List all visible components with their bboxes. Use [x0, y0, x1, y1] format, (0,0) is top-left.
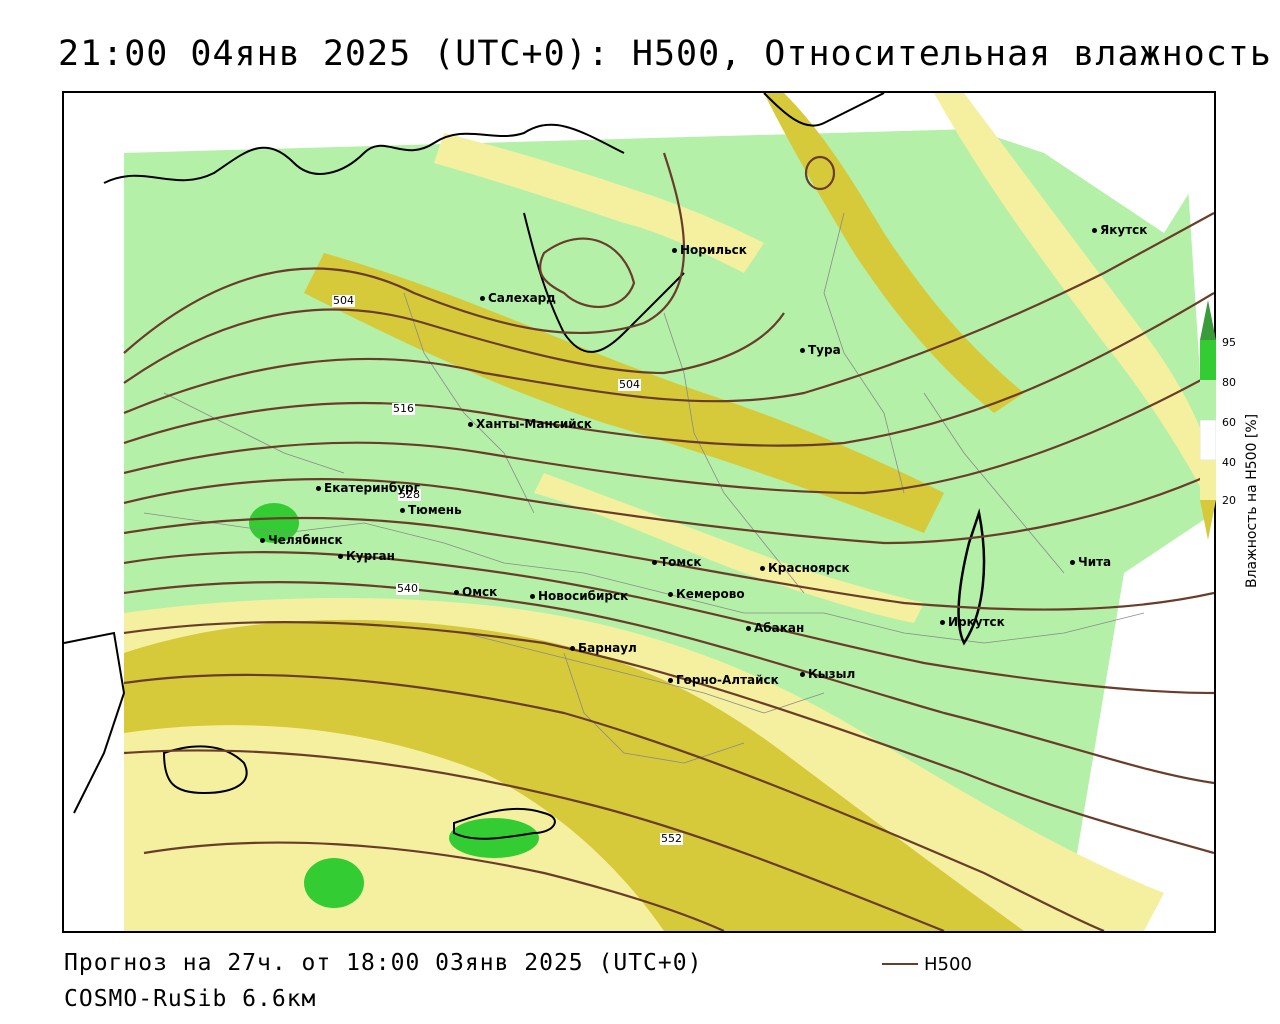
city-marker-icon [672, 248, 677, 253]
city-marker-icon [530, 594, 535, 599]
contour-label-516: 516 [392, 402, 415, 415]
city-marker-icon [316, 486, 321, 491]
city-marker-icon [800, 672, 805, 677]
region-boundaries [143, 212, 1145, 764]
coastline [64, 93, 986, 840]
contour-label-528: 528 [398, 488, 421, 501]
city-kemerovo[interactable]: Кемерово [668, 587, 745, 601]
city-marker-icon [652, 560, 657, 565]
forecast-info: Прогноз на 27ч. от 18:00 03янв 2025 (UTC… [64, 950, 703, 976]
dry-band-1 [304, 253, 944, 533]
city-novosibirsk[interactable]: Новосибирск [530, 589, 628, 603]
city-marker-icon [940, 620, 945, 625]
contour-label-504b: 504 [618, 378, 641, 391]
city-krasnoyarsk[interactable]: Красноярск [760, 561, 850, 575]
city-khanty-mansiysk[interactable]: Ханты-Мансийск [468, 417, 592, 431]
city-marker-icon [1092, 228, 1097, 233]
dry-band-3 [124, 619, 1024, 931]
contour-label-504a: 504 [332, 294, 355, 307]
city-barnaul[interactable]: Барнаул [570, 641, 637, 655]
colorbar-bottom-arrow [1200, 500, 1216, 540]
colorbar-tick-95: 95 [1222, 336, 1236, 349]
city-chelyabinsk[interactable]: Челябинск [260, 533, 343, 547]
contour-label-540: 540 [396, 582, 419, 595]
city-marker-icon [338, 554, 343, 559]
city-marker-icon [800, 348, 805, 353]
city-marker-icon [480, 296, 485, 301]
city-tyumen[interactable]: Тюмень [400, 503, 462, 517]
colorbar-tick-60: 60 [1222, 416, 1236, 429]
city-marker-icon [1070, 560, 1075, 565]
city-marker-icon [668, 678, 673, 683]
humidity-map [64, 93, 1214, 931]
city-marker-icon [668, 592, 673, 597]
city-marker-icon [260, 538, 265, 543]
contour-label-552: 552 [660, 832, 683, 845]
colorbar-title: Влажность на H500 [%] [1244, 413, 1260, 588]
city-kurgan[interactable]: Курган [338, 549, 395, 563]
city-tura[interactable]: Тура [800, 343, 841, 357]
colorbar-tick-20: 20 [1222, 494, 1236, 507]
city-marker-icon [468, 422, 473, 427]
map-area[interactable]: 504 504 516 528 540 552 Норильск Якутск … [62, 91, 1216, 933]
city-abakan[interactable]: Абакан [746, 621, 804, 635]
map-title: 21:00 04янв 2025 (UTC+0): H500, Относите… [58, 34, 1272, 74]
city-marker-icon [746, 626, 751, 631]
h500-contours [123, 152, 1214, 931]
city-yekaterinburg[interactable]: Екатеринбург [316, 481, 420, 495]
city-marker-icon [454, 590, 459, 595]
humidity-colorbar [1200, 300, 1216, 540]
city-yakutsk[interactable]: Якутск [1092, 223, 1147, 237]
h500-legend-line [882, 963, 918, 965]
city-norilsk[interactable]: Норильск [672, 243, 747, 257]
h500-legend-label: H500 [924, 954, 972, 975]
colorbar-top-arrow [1200, 300, 1216, 340]
moist-patch-2 [304, 858, 364, 908]
colorbar-tick-80: 80 [1222, 376, 1236, 389]
city-gorno-altaysk[interactable]: Горно-Алтайск [668, 673, 779, 687]
city-tomsk[interactable]: Томск [652, 555, 702, 569]
city-kyzyl[interactable]: Кызыл [800, 667, 855, 681]
city-marker-icon [760, 566, 765, 571]
city-marker-icon [400, 508, 405, 513]
city-salekhard[interactable]: Салехард [480, 291, 556, 305]
city-chita[interactable]: Чита [1070, 555, 1111, 569]
colorbar-tick-40: 40 [1222, 456, 1236, 469]
city-omsk[interactable]: Омск [454, 585, 497, 599]
city-irkutsk[interactable]: Иркутск [940, 615, 1005, 629]
city-marker-icon [570, 646, 575, 651]
model-name: COSMO-RuSib 6.6км [64, 986, 317, 1012]
